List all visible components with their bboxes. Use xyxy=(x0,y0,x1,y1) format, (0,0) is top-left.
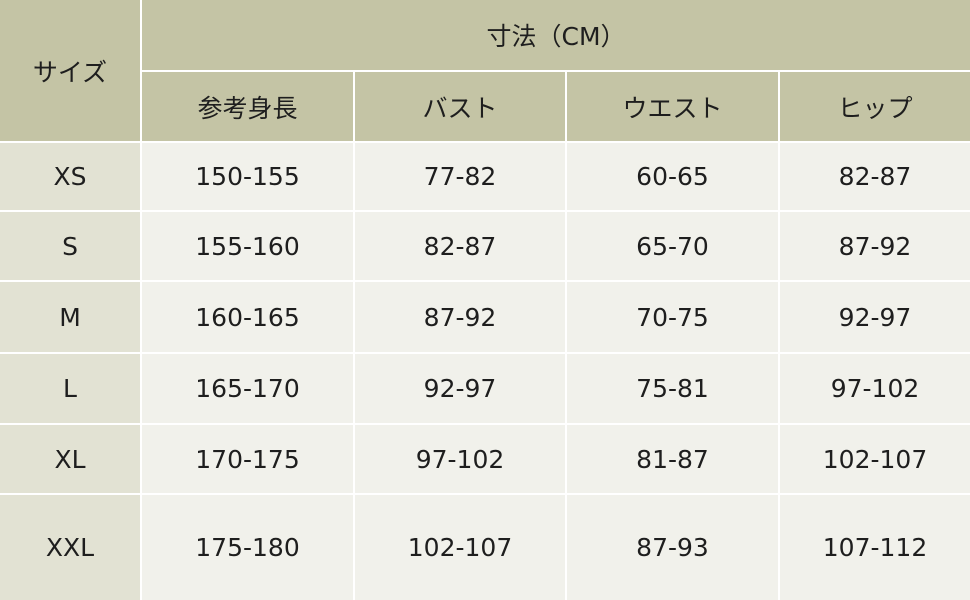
cell-waist: 75-81 xyxy=(567,354,778,423)
column-header-height: 参考身長 xyxy=(142,72,353,141)
cell-hip: 107-112 xyxy=(780,495,970,600)
cell-height: 160-165 xyxy=(142,282,353,352)
size-cell: M xyxy=(0,282,140,352)
size-cell: XXL xyxy=(0,495,140,600)
cell-height: 175-180 xyxy=(142,495,353,600)
cell-bust: 87-92 xyxy=(355,282,565,352)
cell-waist: 60-65 xyxy=(567,143,778,210)
cell-height: 155-160 xyxy=(142,212,353,280)
cell-bust: 92-97 xyxy=(355,354,565,423)
cell-hip: 92-97 xyxy=(780,282,970,352)
cell-height: 165-170 xyxy=(142,354,353,423)
cell-bust: 82-87 xyxy=(355,212,565,280)
cell-hip: 82-87 xyxy=(780,143,970,210)
cell-waist: 70-75 xyxy=(567,282,778,352)
column-header-waist: ウエスト xyxy=(567,72,778,141)
size-header: サイズ xyxy=(0,0,140,141)
cell-waist: 65-70 xyxy=(567,212,778,280)
cell-hip: 97-102 xyxy=(780,354,970,423)
size-cell: S xyxy=(0,212,140,280)
cell-bust: 77-82 xyxy=(355,143,565,210)
column-header-hip: ヒップ xyxy=(780,72,970,141)
cell-hip: 87-92 xyxy=(780,212,970,280)
cell-waist: 81-87 xyxy=(567,425,778,493)
size-cell: XS xyxy=(0,143,140,210)
cell-waist: 87-93 xyxy=(567,495,778,600)
cell-height: 170-175 xyxy=(142,425,353,493)
column-header-bust: バスト xyxy=(355,72,565,141)
cell-bust: 97-102 xyxy=(355,425,565,493)
cell-bust: 102-107 xyxy=(355,495,565,600)
size-cell: XL xyxy=(0,425,140,493)
size-cell: L xyxy=(0,354,140,423)
dimension-header: 寸法（CM） xyxy=(142,0,970,70)
cell-hip: 102-107 xyxy=(780,425,970,493)
cell-height: 150-155 xyxy=(142,143,353,210)
